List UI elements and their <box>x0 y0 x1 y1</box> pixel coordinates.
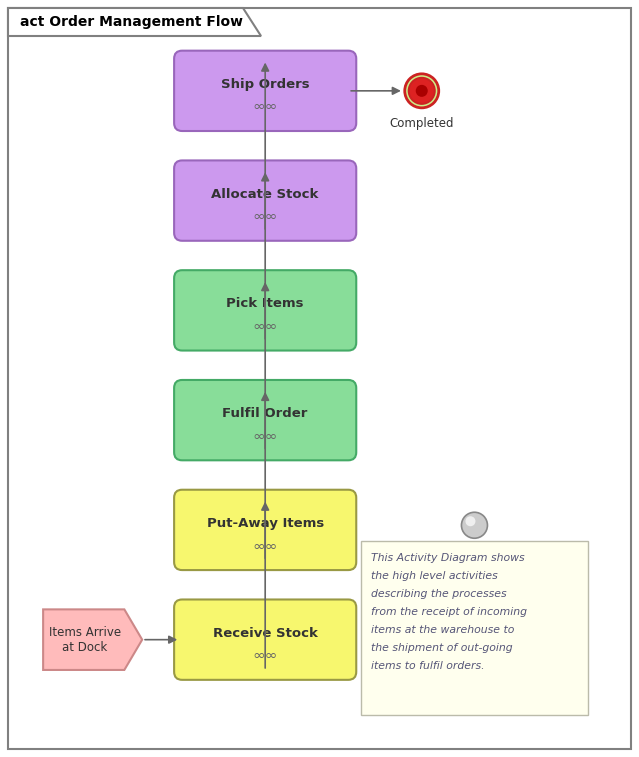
Text: ∞∞: ∞∞ <box>252 648 278 663</box>
Text: Completed: Completed <box>390 117 454 130</box>
Text: ∞∞: ∞∞ <box>252 538 278 553</box>
Text: describing the processes: describing the processes <box>371 589 507 600</box>
FancyBboxPatch shape <box>174 51 357 131</box>
Circle shape <box>416 85 427 97</box>
FancyBboxPatch shape <box>174 600 357 680</box>
Text: ∞∞: ∞∞ <box>252 319 278 334</box>
Text: the high level activities: the high level activities <box>371 572 498 581</box>
Text: Allocate Stock: Allocate Stock <box>212 188 319 201</box>
FancyBboxPatch shape <box>361 541 588 715</box>
Text: Receive Stock: Receive Stock <box>213 627 318 640</box>
Text: act Order Management Flow: act Order Management Flow <box>20 15 243 29</box>
Circle shape <box>465 516 475 526</box>
Text: ∞∞: ∞∞ <box>252 99 278 114</box>
Text: ∞∞: ∞∞ <box>252 428 278 444</box>
Text: ∞∞: ∞∞ <box>252 209 278 224</box>
Text: Fulfil Order: Fulfil Order <box>222 407 308 420</box>
FancyBboxPatch shape <box>8 8 631 749</box>
FancyBboxPatch shape <box>174 380 357 460</box>
Text: Items Arrive
at Dock: Items Arrive at Dock <box>49 626 121 653</box>
Polygon shape <box>43 609 142 670</box>
Text: items at the warehouse to: items at the warehouse to <box>371 625 514 635</box>
Circle shape <box>461 512 488 538</box>
Text: from the receipt of incoming: from the receipt of incoming <box>371 607 527 617</box>
Text: Put-Away Items: Put-Away Items <box>206 517 324 530</box>
Circle shape <box>409 78 435 104</box>
Text: the shipment of out-going: the shipment of out-going <box>371 643 512 653</box>
Text: Ship Orders: Ship Orders <box>221 78 309 91</box>
Text: items to fulfil orders.: items to fulfil orders. <box>371 662 484 671</box>
Circle shape <box>404 74 439 107</box>
FancyBboxPatch shape <box>174 270 357 350</box>
Polygon shape <box>8 8 261 36</box>
Text: Pick Items: Pick Items <box>226 298 304 310</box>
Text: This Activity Diagram shows: This Activity Diagram shows <box>371 553 525 563</box>
FancyBboxPatch shape <box>174 490 357 570</box>
FancyBboxPatch shape <box>174 160 357 241</box>
